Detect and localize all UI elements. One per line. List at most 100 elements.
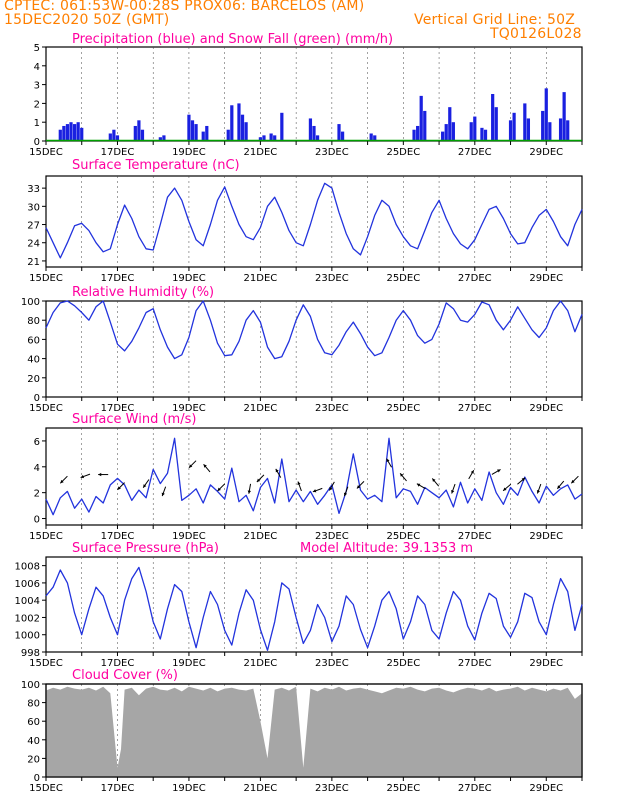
precip-bar: [262, 135, 266, 141]
wind-arrow: [275, 468, 282, 478]
precip-bar: [308, 118, 313, 141]
precip-bar: [423, 110, 427, 141]
precip-bar: [280, 112, 284, 141]
pres-y-tick-label: 1000: [15, 631, 40, 642]
pres-y-tick-label: 1002: [15, 613, 40, 624]
precip-bar: [473, 116, 477, 141]
cloud-x-tick-label: 23DEC: [315, 783, 349, 794]
pres-frame: [45, 556, 583, 653]
precip-bar: [419, 95, 423, 141]
temp-y-tick-label: 27: [27, 221, 40, 232]
precip-bar: [226, 129, 230, 141]
precip-bar: [441, 131, 445, 141]
wind-arrow: [356, 481, 365, 489]
temp-y-tick-label: 33: [27, 184, 40, 195]
temp-title: Surface Temperature (nC): [72, 158, 240, 173]
precip-x-tick-label: 25DEC: [386, 147, 420, 158]
wind-arrow: [416, 483, 426, 490]
precip-title: Precipitation (blue) and Snow Fall (gree…: [72, 32, 393, 47]
precip-x-tick-label: 21DEC: [244, 147, 278, 158]
temp-frame: [45, 175, 583, 268]
precip-bar: [523, 103, 527, 141]
precip-bar: [115, 135, 120, 141]
cloud-x-tick-label: 29DEC: [529, 783, 563, 794]
wind-arrow: [517, 477, 526, 485]
precip-bar: [72, 124, 77, 141]
precip-y-tick-label: 4: [34, 62, 40, 73]
wind-x-tick-label: 15DEC: [29, 531, 63, 542]
precip-bar: [566, 120, 570, 141]
wind-x-tick-label: 21DEC: [244, 531, 278, 542]
wind-arrow: [328, 481, 335, 491]
pres-y-tick-label: 998: [21, 648, 40, 659]
wind-arrow: [142, 479, 150, 488]
precip-bar: [190, 120, 195, 141]
pres-y-tick-label: 1006: [15, 579, 40, 590]
precip-bar: [444, 124, 448, 141]
precip-bar: [337, 124, 341, 141]
cloud-frame-overlay: [45, 683, 583, 778]
pres-x-tick-label: 21DEC: [244, 658, 278, 669]
precip-x-tick-label: 23DEC: [315, 147, 349, 158]
precip-bar: [133, 125, 137, 141]
rh-y-tick-label: 20: [27, 374, 40, 385]
rh-x-tick-label: 25DEC: [386, 403, 420, 414]
temp-x-tick-label: 21DEC: [244, 273, 278, 284]
cloud-y-tick-label: 80: [27, 699, 40, 710]
wind-arrow: [536, 483, 542, 494]
wind-arrow: [451, 483, 456, 494]
cloud-y-tick-label: 100: [21, 680, 40, 691]
rh-title: Relative Humidity (%): [72, 285, 214, 300]
pres-x-tick-label: 15DEC: [29, 658, 63, 669]
precip-bar: [544, 88, 548, 141]
precip-bar: [448, 107, 452, 141]
wind-arrow: [117, 482, 125, 491]
wind-arrow: [247, 483, 252, 494]
header-grid-line-info: Vertical Grid Line: 50Z: [414, 12, 576, 28]
wind-arrow: [399, 472, 407, 482]
precip-bar: [412, 129, 416, 141]
temp-x-tick-label: 25DEC: [386, 273, 420, 284]
precip-bar: [205, 125, 209, 141]
precip-bar: [244, 122, 248, 141]
precip-bar: [340, 131, 345, 141]
temp-x-tick-label: 17DEC: [101, 273, 135, 284]
temp-x-tick-label: 19DEC: [172, 273, 206, 284]
precip-bar: [137, 120, 141, 141]
pres-series-line: [45, 566, 583, 651]
header-model-code: TQ0126L028: [490, 26, 582, 42]
pres-x-tick-label: 29DEC: [529, 658, 563, 669]
pres-title: Surface Pressure (hPa): [72, 541, 219, 556]
cloud-x-tick-label: 27DEC: [458, 783, 492, 794]
wind-arrow: [312, 487, 323, 493]
pres-x-tick-label: 19DEC: [172, 658, 206, 669]
precip-y-tick-label: 3: [34, 81, 40, 92]
rh-frame: [45, 300, 583, 398]
wind-arrow: [80, 473, 91, 479]
precip-x-tick-label: 15DEC: [29, 147, 63, 158]
wind-x-tick-label: 23DEC: [315, 531, 349, 542]
temp-x-tick-label: 27DEC: [458, 273, 492, 284]
cloud-y-tick-label: 0: [34, 773, 40, 784]
cloud-y-tick-label: 40: [27, 736, 40, 747]
precip-bar: [494, 107, 498, 141]
wind-arrow: [468, 469, 475, 480]
temp-x-tick-label: 23DEC: [315, 273, 349, 284]
precip-bar: [69, 122, 73, 141]
wind-x-tick-label: 25DEC: [386, 531, 420, 542]
rh-y-tick-label: 80: [27, 316, 40, 327]
rh-y-tick-label: 60: [27, 335, 40, 346]
precip-bar: [562, 92, 566, 141]
wind-x-tick-label: 29DEC: [529, 531, 563, 542]
precip-x-tick-label: 17DEC: [101, 147, 135, 158]
precip-bar: [373, 135, 377, 141]
rh-y-tick-label: 0: [34, 393, 40, 404]
header-station-line: CPTEC: 061:53W-00:28S PROX06: BARCELOS (…: [4, 0, 365, 14]
precip-bar: [548, 122, 552, 141]
precip-bar: [312, 125, 316, 141]
precip-bar: [201, 131, 205, 141]
rh-x-tick-label: 19DEC: [172, 403, 206, 414]
precip-bar: [230, 105, 234, 141]
precip-bar: [558, 118, 563, 141]
cloud-x-tick-label: 19DEC: [172, 783, 206, 794]
